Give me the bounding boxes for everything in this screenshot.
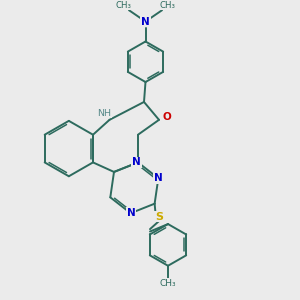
Text: NH: NH [97,109,111,118]
Text: N: N [127,208,136,218]
Text: CH₃: CH₃ [159,1,175,10]
Text: N: N [141,16,150,26]
Text: CH₃: CH₃ [160,279,176,288]
Text: N: N [132,158,141,167]
Text: S: S [155,212,163,222]
Text: O: O [162,112,171,122]
Text: N: N [154,173,163,183]
Text: CH₃: CH₃ [116,1,132,10]
